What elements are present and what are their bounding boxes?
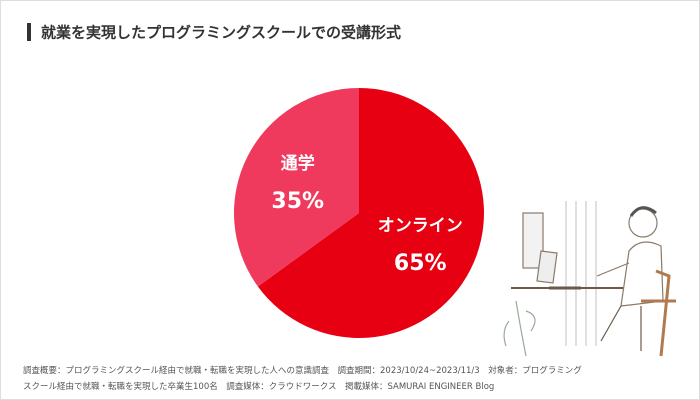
slice-label: 通学 — [281, 153, 315, 174]
value-label: 65% — [394, 251, 447, 276]
pie-slice — [234, 88, 359, 287]
footnote: 調査概要：プログラミングスクール経由で就職・転職を実現した人への意識調査 調査期… — [23, 366, 582, 392]
slice-label: オンライン — [378, 216, 463, 236]
chart-title: 就業を実現したプログラミングスクールでの受講形式 — [41, 24, 401, 42]
title-bar — [27, 23, 31, 41]
illustration — [503, 201, 676, 357]
value-label: 35% — [271, 189, 324, 214]
pie-slice — [257, 88, 484, 338]
